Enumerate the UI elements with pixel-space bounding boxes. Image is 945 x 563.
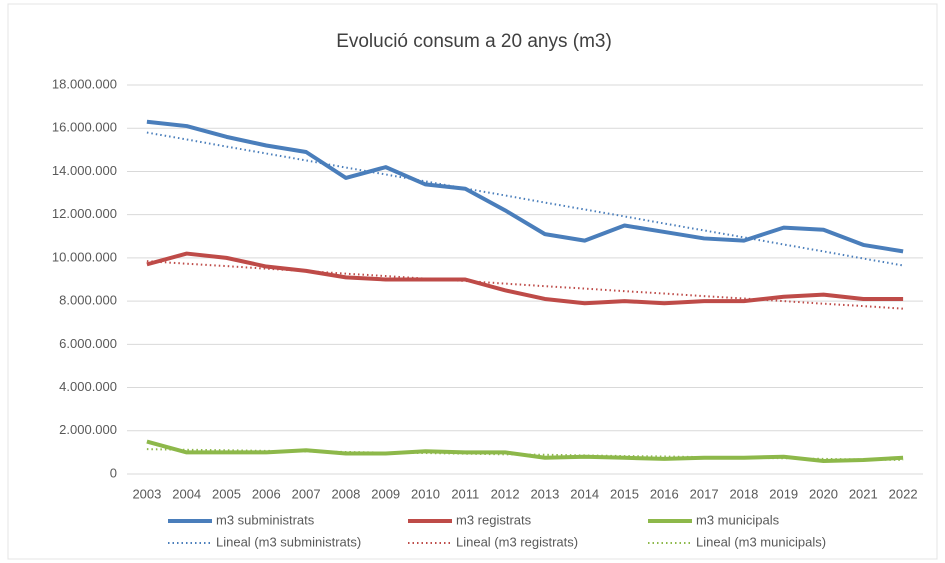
series-line: [146, 251, 904, 306]
y-tick-label: 2.000.000: [59, 422, 117, 437]
x-tick-label: 2019: [769, 486, 798, 501]
x-tick-label: 2020: [809, 486, 838, 501]
y-tick-label: 14.000.000: [52, 163, 117, 178]
series-line: [146, 119, 904, 254]
x-tick-label: 2021: [849, 486, 878, 501]
x-tick-label: 2014: [570, 486, 599, 501]
x-tick-label: 2018: [729, 486, 758, 501]
legend-label: m3 municipals: [696, 512, 780, 527]
x-tick-label: 2003: [132, 486, 161, 501]
x-tick-label: 2012: [491, 486, 520, 501]
trend-line: [146, 131, 904, 267]
legend-label: m3 registrats: [456, 512, 532, 527]
legend-label: Lineal (m3 registrats): [456, 534, 578, 549]
x-tick-label: 2008: [331, 486, 360, 501]
legend-label: Lineal (m3 municipals): [696, 534, 826, 549]
y-tick-label: 10.000.000: [52, 249, 117, 264]
y-tick-label: 16.000.000: [52, 120, 117, 135]
x-tick-label: 2006: [252, 486, 281, 501]
x-tick-label: 2007: [292, 486, 321, 501]
y-tick-label: 0: [110, 465, 117, 480]
x-tick-label: 2004: [172, 486, 201, 501]
trend-line: [146, 260, 904, 310]
chart-title: Evolució consum a 20 anys (m3): [336, 31, 612, 52]
x-tick-label: 2011: [451, 486, 479, 501]
x-tick-label: 2022: [889, 486, 918, 501]
y-tick-label: 6.000.000: [59, 336, 117, 351]
x-tick-label: 2013: [530, 486, 559, 501]
x-tick-label: 2017: [690, 486, 719, 501]
legend-label: Lineal (m3 subministrats): [216, 534, 361, 549]
y-tick-label: 8.000.000: [59, 293, 117, 308]
x-tick-label: 2009: [371, 486, 400, 501]
x-tick-label: 2016: [650, 486, 679, 501]
y-tick-label: 12.000.000: [52, 206, 117, 221]
x-tick-label: 2005: [212, 486, 241, 501]
x-tick-label: 2015: [610, 486, 639, 501]
y-tick-label: 4.000.000: [59, 379, 117, 394]
trend-line: [146, 448, 904, 461]
y-tick-label: 18.000.000: [52, 76, 117, 91]
legend-label: m3 subministrats: [216, 512, 315, 527]
x-tick-label: 2010: [411, 486, 440, 501]
